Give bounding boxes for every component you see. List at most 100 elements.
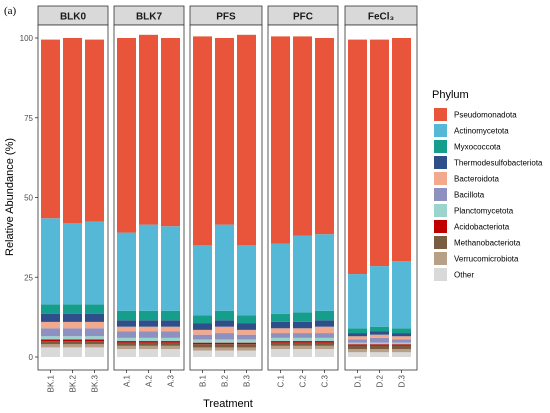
bar-segment: [293, 312, 312, 322]
bar-segment: [41, 339, 60, 342]
bar-segment: [271, 328, 290, 334]
bar-segment: [63, 313, 82, 322]
bar-segment: [348, 39, 367, 275]
bar-segment: [117, 349, 136, 357]
bar-segment: [271, 337, 290, 342]
legend-swatch: [434, 220, 447, 233]
facet-label: PFC: [293, 12, 313, 23]
legend-entry: Pseudomonadota: [454, 111, 517, 120]
bar-segment: [63, 344, 82, 348]
bar-segment: [392, 328, 411, 334]
bar-segment: [85, 339, 104, 342]
bar-segment: [237, 34, 256, 246]
bar-segment: [193, 342, 212, 345]
legend-entry: Methanobacteriota: [454, 239, 521, 248]
bar-segment: [315, 337, 334, 342]
legend-swatch: [434, 156, 447, 169]
bar-segment: [41, 336, 60, 340]
y-tick-label: 50: [24, 194, 33, 203]
bar-segment: [85, 304, 104, 314]
facet-label: PFS: [216, 12, 236, 23]
bar-segment: [215, 326, 234, 334]
bar-segment: [348, 342, 367, 345]
bar-segment: [85, 39, 104, 222]
bar-segment: [161, 226, 180, 311]
x-tick-label: C.3: [321, 374, 330, 387]
bar-segment: [41, 218, 60, 305]
bar-segment: [139, 345, 158, 350]
y-tick-label: 75: [24, 114, 33, 123]
bar-segment: [370, 349, 389, 353]
bar-segment: [63, 223, 82, 305]
bar-segment: [161, 38, 180, 227]
y-tick-label: 0: [29, 353, 34, 362]
bar-segment: [193, 339, 212, 343]
bar-segment: [193, 334, 212, 340]
legend-entry: Thermodesulfobacteriota: [454, 159, 543, 168]
bar-segment: [85, 313, 104, 322]
bar-segment: [139, 224, 158, 311]
x-tick-label: B.2: [221, 374, 230, 387]
bar-segment: [41, 304, 60, 314]
bar-segment: [63, 339, 82, 342]
legend-swatch: [434, 140, 447, 153]
bar-segment: [271, 345, 290, 350]
bar-segment: [271, 243, 290, 314]
bar-segment: [293, 349, 312, 357]
bar-segment: [117, 337, 136, 342]
bar-segment: [370, 352, 389, 357]
bar-segment: [370, 342, 389, 345]
legend-swatch: [434, 172, 447, 185]
bar-segment: [215, 347, 234, 351]
bar-segment: [348, 344, 367, 346]
bar-segment: [63, 321, 82, 329]
bar-segment: [215, 342, 234, 345]
bar-segment: [193, 347, 212, 351]
bar-segment: [85, 221, 104, 305]
bar-segment: [193, 315, 212, 324]
bar-segment: [271, 342, 290, 346]
panel-label: (a): [4, 5, 17, 17]
bar-segment: [271, 36, 290, 244]
bar-segment: [161, 320, 180, 327]
bar-segment: [392, 352, 411, 357]
bar-segment: [117, 310, 136, 321]
legend-title: Phylum: [432, 89, 469, 101]
bar-segment: [63, 347, 82, 357]
legend-swatch: [434, 252, 447, 265]
bar-segment: [161, 341, 180, 343]
bar-segment: [161, 349, 180, 357]
bar-segment: [63, 328, 82, 337]
bar-segment: [215, 339, 234, 343]
y-axis-title: Relative Abundance (%): [4, 138, 16, 256]
bar-segment: [41, 328, 60, 337]
bar-segment: [293, 345, 312, 350]
legend-entry: Myxococcota: [454, 143, 501, 152]
bar-segment: [117, 341, 136, 343]
bar-segment: [237, 315, 256, 324]
bar-segment: [41, 313, 60, 322]
bar-segment: [271, 313, 290, 322]
x-tick-label: BK.3: [91, 374, 100, 392]
bar-segment: [161, 331, 180, 338]
bar-segment: [348, 349, 367, 353]
bar-segment: [370, 345, 389, 350]
bar-segment: [370, 39, 389, 267]
bar-segment: [85, 347, 104, 357]
bar-segment: [117, 232, 136, 311]
bar-segment: [348, 333, 367, 337]
bar-segment: [161, 337, 180, 342]
bar-segment: [370, 334, 389, 338]
bar-segment: [370, 331, 389, 335]
legend-entry: Actinomycetota: [454, 127, 509, 136]
bar-segment: [237, 329, 256, 335]
bar-segment: [315, 349, 334, 357]
bar-segment: [348, 274, 367, 329]
x-tick-label: C.2: [299, 374, 308, 387]
bar-segment: [293, 337, 312, 342]
bar-segment: [271, 333, 290, 338]
x-tick-label: BK.2: [69, 374, 78, 392]
bar-segment: [139, 341, 158, 343]
bar-segment: [41, 321, 60, 329]
